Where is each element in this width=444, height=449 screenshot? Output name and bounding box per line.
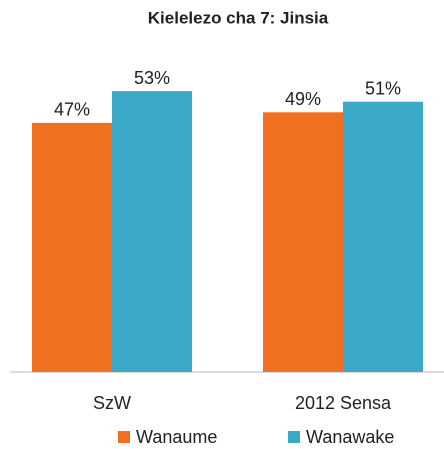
bar	[32, 122, 112, 373]
chart-title: Kielelezo cha 7: Jinsia	[148, 8, 329, 27]
data-label: 53%	[134, 68, 170, 88]
legend-label: Wanawake	[306, 427, 394, 447]
x-tick-label: 2012 Sensa	[295, 393, 392, 413]
bar	[343, 101, 423, 372]
x-tick-label: SzW	[93, 393, 131, 413]
data-label: 47%	[54, 100, 90, 120]
legend-label: Wanaume	[136, 427, 217, 447]
legend-swatch	[118, 431, 130, 443]
data-label: 49%	[285, 89, 321, 109]
legend-swatch	[288, 431, 300, 443]
bar	[263, 112, 343, 373]
data-label: 51%	[365, 78, 401, 98]
bar	[112, 91, 192, 372]
